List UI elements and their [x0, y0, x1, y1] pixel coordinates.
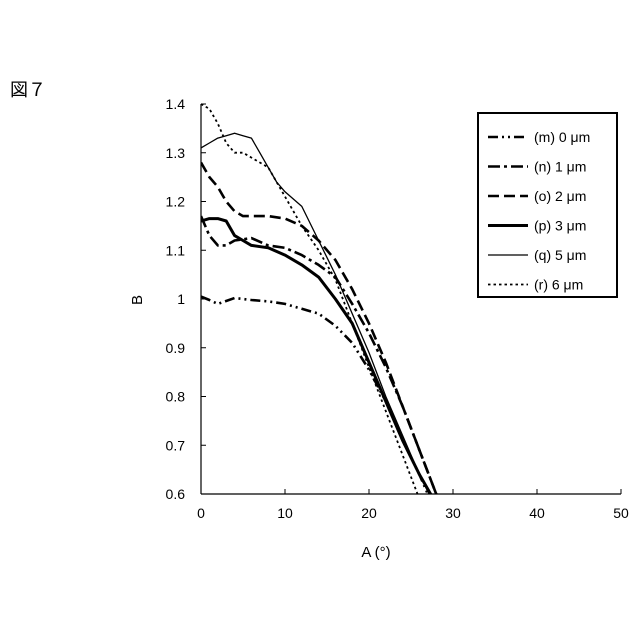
x-axis-title: A (°)	[361, 544, 390, 561]
y-tick-label: 1.1	[166, 242, 186, 258]
y-tick-label: 0.8	[166, 389, 186, 405]
y-tick-label: 0.6	[166, 486, 186, 502]
y-tick-label: 1.4	[166, 96, 186, 112]
legend-label: (r) 6 μm	[534, 277, 583, 293]
x-tick-label: 40	[529, 505, 545, 521]
x-tick-label: 10	[277, 505, 293, 521]
y-tick-label: 0.7	[166, 437, 186, 453]
x-tick-label: 50	[613, 505, 629, 521]
legend-label: (o) 2 μm	[534, 188, 586, 204]
legend-label: (q) 5 μm	[534, 247, 586, 263]
x-tick-label: 30	[445, 505, 461, 521]
y-tick-label: 1.3	[166, 145, 186, 161]
series-line-5	[201, 104, 419, 499]
y-tick-label: 1	[177, 291, 185, 307]
chart-legend: (m) 0 μm (n) 1 μm (o) 2 μm (p) 3 μm (q) 5 μm…	[478, 113, 617, 297]
legend-label: (n) 1 μm	[534, 159, 586, 175]
series-layer	[201, 104, 436, 514]
y-tick-label: 1.2	[166, 194, 186, 210]
y-axis-title: B	[129, 295, 146, 305]
series-line-3	[201, 219, 436, 504]
x-tick-label: 20	[361, 505, 377, 521]
legend-label: (p) 3 μm	[534, 218, 586, 234]
y-tick-label: 0.9	[166, 340, 186, 356]
legend-label: (m) 0 μm	[534, 129, 590, 145]
series-line-2	[201, 163, 436, 495]
x-tick-label: 0	[197, 505, 205, 521]
